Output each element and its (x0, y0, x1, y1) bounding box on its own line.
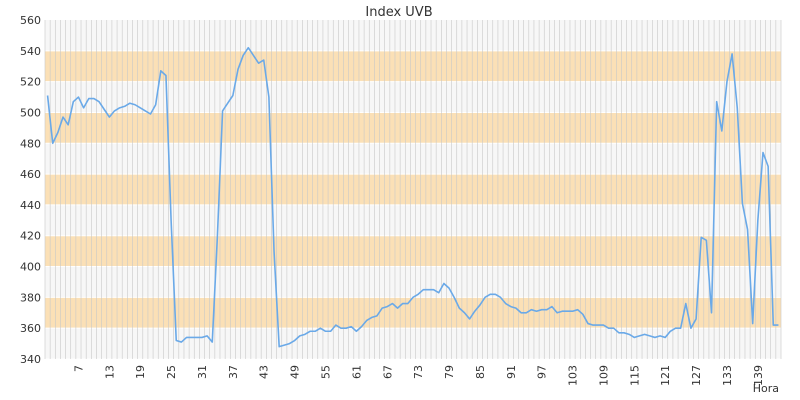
x-tick-label: 91 (505, 365, 518, 379)
y-tick-label: 520 (20, 76, 41, 89)
x-axis-label: Hora (753, 382, 779, 395)
y-tick-label: 460 (20, 168, 41, 181)
band-340 (45, 328, 781, 359)
x-tick-label: 97 (536, 365, 549, 379)
x-tick-label: 61 (350, 365, 363, 379)
x-tick-label: 55 (320, 365, 333, 379)
x-tick-label: 37 (227, 365, 240, 379)
x-tick-label: 49 (289, 365, 302, 379)
x-tick-label: 25 (165, 365, 178, 379)
x-tick-label: 43 (258, 365, 271, 379)
x-tick-label: 133 (721, 365, 734, 386)
x-tick-label: 109 (597, 365, 610, 386)
x-tick-label: 79 (443, 365, 456, 379)
y-tick-label: 540 (20, 45, 41, 58)
y-tick-label: 480 (20, 137, 41, 150)
x-tick-label: 103 (567, 365, 580, 386)
band-540 (45, 20, 781, 51)
band-500 (45, 81, 781, 113)
band-420 (45, 204, 781, 236)
series-group (46, 46, 779, 348)
y-tick-label: 500 (20, 106, 41, 119)
y-tick-label: 400 (20, 261, 41, 274)
band-520 (45, 50, 781, 82)
y-tick-labels: 340 360 380 400 420 440 460 480 500 520 540 560 (20, 14, 41, 366)
vertical-gridlines (44, 20, 782, 359)
band-440 (45, 174, 781, 205)
x-tick-label: 19 (134, 365, 147, 379)
y-tick-label: 360 (20, 322, 41, 335)
x-tick-label: 139 (752, 365, 765, 386)
x-tick-label: 13 (103, 365, 116, 379)
x-tick-label: 127 (690, 365, 703, 386)
chart-title: Index UVB (365, 5, 432, 20)
y-tick-label: 380 (20, 291, 41, 304)
x-tick-label: 85 (474, 365, 487, 379)
y-tick-label: 560 (20, 14, 41, 27)
x-tick-label: 31 (196, 365, 209, 379)
y-tick-label: 340 (20, 353, 41, 366)
horizontal-bands (45, 20, 781, 360)
y-tick-label: 440 (20, 199, 41, 212)
x-tick-label: 67 (381, 365, 394, 379)
x-tick-label: 115 (628, 365, 641, 386)
band-400 (45, 235, 781, 267)
band-460 (45, 143, 781, 175)
x-tick-label: 73 (412, 365, 425, 379)
band-480 (45, 112, 781, 144)
x-tick-label: 7 (72, 365, 85, 372)
series-line-0 (46, 46, 779, 348)
band-380 (45, 266, 781, 298)
x-tick-label: 121 (659, 365, 672, 386)
band-360 (45, 297, 781, 329)
x-tick-labels: 7 13 19 25 31 37 43 49 55 61 67 73 79 85 91 97 103 109 115… (72, 365, 764, 386)
y-tick-label: 420 (20, 230, 41, 243)
